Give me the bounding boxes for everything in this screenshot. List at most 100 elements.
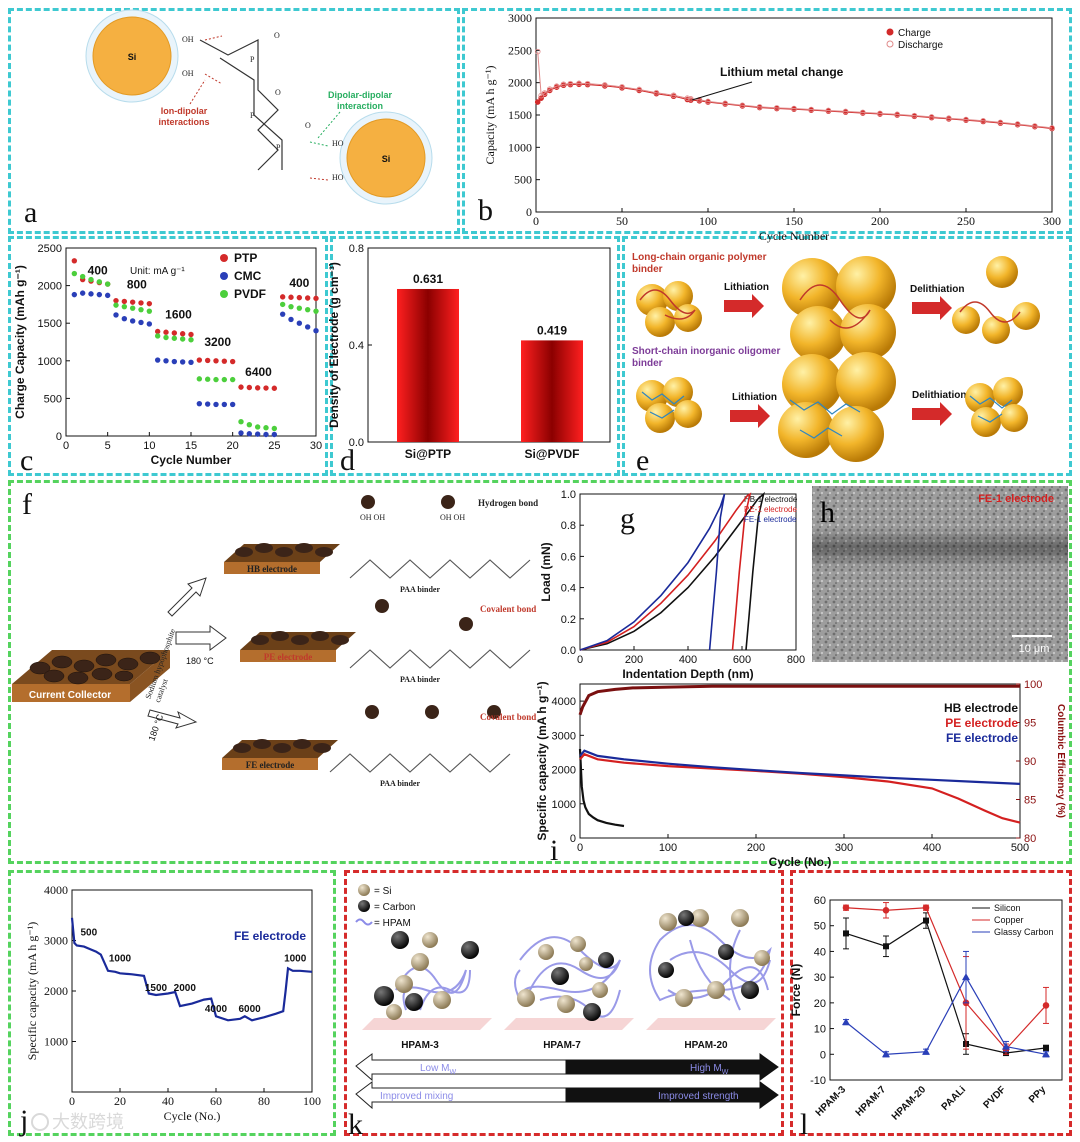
x-tick-label: 30 <box>310 440 322 452</box>
data-point <box>534 48 541 55</box>
panel-label-a: a <box>24 196 37 229</box>
svg-text:HO: HO <box>332 139 344 148</box>
panel-b-frame <box>462 8 1072 234</box>
y-tick-label: 500 <box>44 393 62 405</box>
data-point-ptp <box>121 298 128 305</box>
legend-label: PE-1 electrode <box>744 505 797 514</box>
y-tick-label: 500 <box>514 173 532 187</box>
bar-value-label: 0.419 <box>537 323 567 337</box>
bar-value-label: 0.631 <box>413 272 443 286</box>
data-point-pvdf <box>163 334 169 341</box>
data-point <box>945 115 952 122</box>
data-point <box>584 80 591 87</box>
data-point <box>922 1047 930 1055</box>
data-point-cmc <box>121 315 128 322</box>
rate-label: 2000 <box>174 983 197 994</box>
chart-i: 0 100 200 300 400 500 0 1000 2000 3000 4000 Cycle (… <box>535 679 1066 869</box>
data-point-ptp <box>163 329 169 335</box>
paa-label-1: PAA binder <box>400 585 441 594</box>
y-tick-label: 2000 <box>552 765 576 777</box>
y-tick-label: 1000 <box>508 140 532 154</box>
series-line-hb-1-electrode <box>579 491 765 651</box>
x-tick-label: 200 <box>747 842 765 854</box>
data-point <box>962 973 970 981</box>
data-point <box>791 105 797 112</box>
data-point-cmc <box>179 359 186 365</box>
panel-k-schematic: = Si = Carbon = HPAM <box>355 884 779 1110</box>
data-point-pvdf <box>188 337 194 343</box>
y-tick-label: 2000 <box>44 984 68 998</box>
ion-dipolar-label-1: Ion-dipolar <box>161 106 208 116</box>
panel-c-frame <box>8 236 328 476</box>
panel-label-f: f <box>22 488 32 521</box>
data-point <box>553 83 560 90</box>
panel-j-frame <box>8 870 336 1136</box>
chart-title: FE electrode <box>234 929 306 943</box>
dipolar-dipolar-label-2: interaction <box>337 101 383 111</box>
paa-label-3: PAA binder <box>380 779 421 788</box>
series-line-discharge <box>537 51 1053 129</box>
rate-label: 6000 <box>238 1004 261 1015</box>
sem-title: FE-1 electrode <box>978 493 1054 505</box>
data-point <box>1042 1050 1050 1058</box>
rate-label: 3200 <box>204 335 231 349</box>
y-tick-label: -10 <box>810 1075 826 1087</box>
y-tick-label: 0.8 <box>349 243 364 255</box>
x-tick-label: 300 <box>1043 214 1061 228</box>
data-point-cmc <box>304 324 311 330</box>
series-line-fe-1-electrode <box>579 493 726 651</box>
k-label-hpam3: HPAM-3 <box>401 1040 439 1051</box>
panel-label-g: g <box>620 502 635 535</box>
y-tick-label: 1000 <box>38 356 62 368</box>
dipolar-dipolar-label-1: Dipolar-dipolar <box>328 90 392 100</box>
data-point-pvdf <box>104 281 111 287</box>
data-point-ptp <box>213 358 219 364</box>
x-axis-label: Cycle Number <box>151 453 232 467</box>
unit-note: Unit: mA g⁻¹ <box>130 266 185 277</box>
data-point-cmc <box>229 401 236 408</box>
x-tick-label: 25 <box>268 440 280 452</box>
panel-label-l: l <box>800 1108 808 1141</box>
data-point <box>808 106 814 113</box>
category-label: Si@PVDF <box>524 447 579 461</box>
data-point <box>601 82 608 88</box>
watermark-icon <box>31 1113 49 1131</box>
y-tick-label: 10 <box>814 1024 826 1036</box>
data-point-pvdf <box>296 305 303 311</box>
collector-label: Current Collector <box>29 690 111 701</box>
y-tick-label: 1000 <box>552 799 576 811</box>
series-line-pe-electrode <box>579 752 1021 824</box>
series-line-fe-electrode <box>579 749 1021 785</box>
data-point-pvdf <box>263 425 269 431</box>
y-tick-label: 0 <box>526 205 532 219</box>
y2-tick-label: 95 <box>1024 718 1036 730</box>
data-point-cmc <box>104 292 111 299</box>
data-point-cmc <box>146 321 153 327</box>
data-point <box>894 111 900 118</box>
y-tick-label: 4000 <box>44 883 68 897</box>
svg-text:HO: HO <box>332 173 344 182</box>
data-point <box>883 943 889 950</box>
legend-marker <box>220 272 228 280</box>
legend-marker <box>220 254 228 262</box>
data-point-ptp <box>254 385 261 391</box>
data-point <box>1032 123 1038 129</box>
data-point-ptp <box>188 331 194 338</box>
data-point-cmc <box>96 291 103 298</box>
data-point-cmc <box>154 357 161 363</box>
legend-label: PVDF <box>234 287 266 301</box>
data-point <box>877 110 883 117</box>
y2-tick-label: 90 <box>1024 756 1036 768</box>
data-point-pvdf <box>154 333 161 339</box>
data-point <box>687 96 694 102</box>
data-point-pvdf <box>304 306 311 313</box>
data-point <box>1043 1044 1049 1051</box>
x-tick-label: 100 <box>659 842 677 854</box>
data-point-ptp <box>138 300 144 306</box>
rate-label: 400 <box>88 263 108 277</box>
svg-text:P: P <box>250 55 255 64</box>
data-point-pvdf <box>288 303 294 310</box>
data-point <box>684 95 691 101</box>
x-tick-label: 600 <box>733 654 751 666</box>
x-axis-label: Cycle (No.) <box>164 1109 221 1123</box>
